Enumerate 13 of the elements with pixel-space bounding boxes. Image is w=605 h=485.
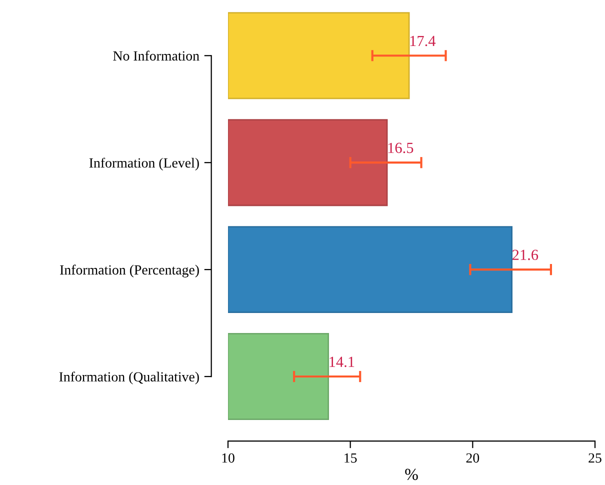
x-tick-label: 15 bbox=[344, 453, 357, 463]
x-tick-label: 10 bbox=[222, 453, 234, 463]
data-label: 16.5 bbox=[388, 142, 414, 154]
x-tick-label: 25 bbox=[588, 453, 602, 463]
y-tick-label: Information (Percentage) bbox=[60, 264, 199, 278]
data-label: 17.4 bbox=[410, 36, 436, 46]
x-axis-title: % bbox=[405, 468, 418, 480]
x-tick-label: 20 bbox=[466, 453, 480, 463]
data-label: 14.1 bbox=[330, 356, 354, 368]
y-tick-label: Information (Level) bbox=[89, 158, 199, 170]
y-tick-label: Information (Qualitative) bbox=[59, 372, 199, 384]
data-label: 21.6 bbox=[512, 250, 538, 260]
y-tick-label: No Information bbox=[113, 50, 200, 61]
